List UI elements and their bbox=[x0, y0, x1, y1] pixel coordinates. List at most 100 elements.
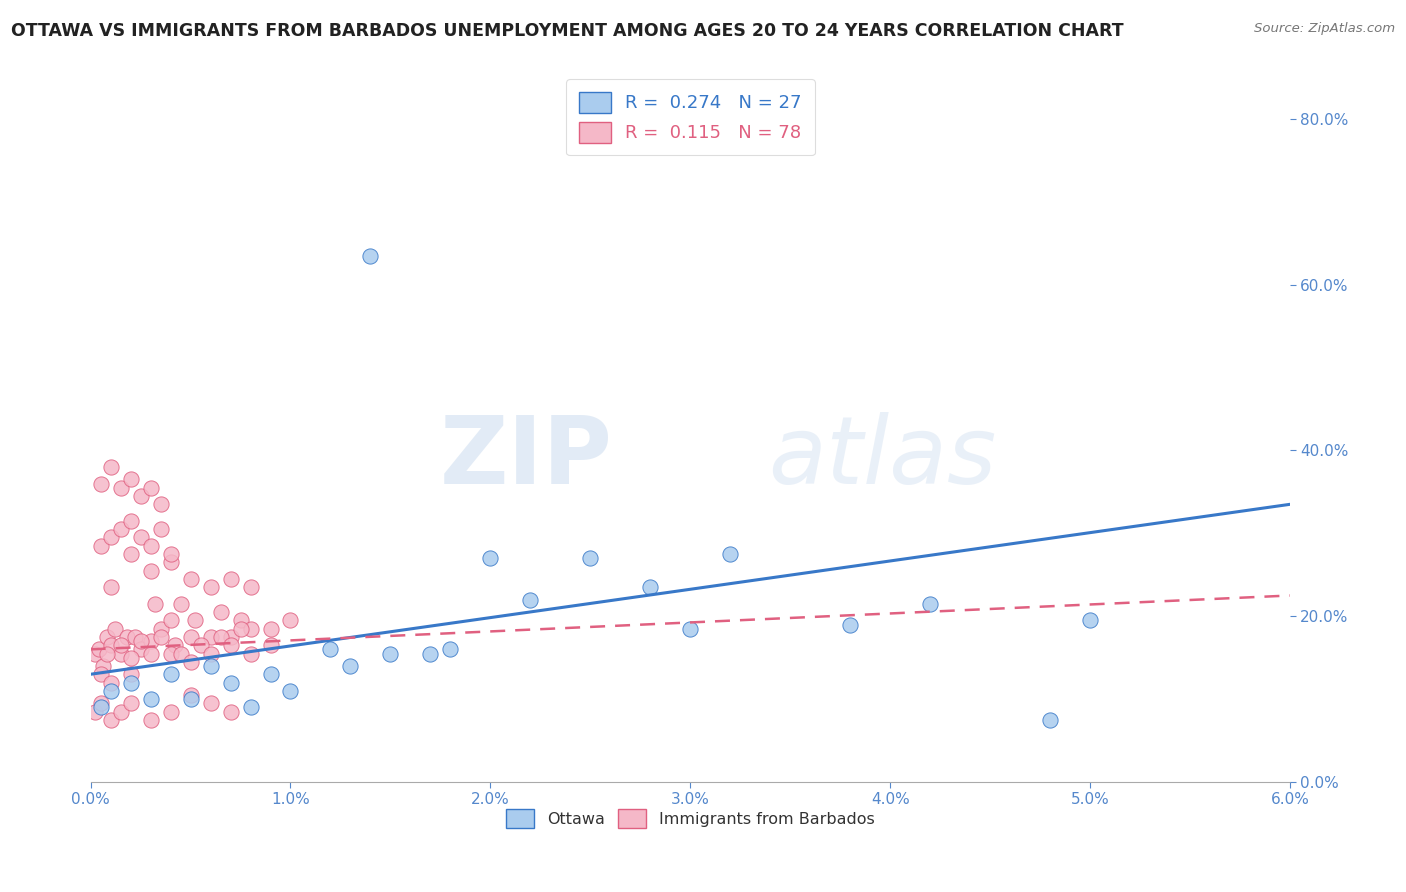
Point bbox=[149, 630, 172, 644]
Point bbox=[90, 700, 112, 714]
Point bbox=[380, 647, 402, 661]
Point bbox=[718, 547, 741, 561]
Point bbox=[159, 547, 181, 561]
Point bbox=[219, 630, 242, 644]
Point bbox=[139, 539, 162, 553]
Point bbox=[229, 613, 252, 627]
Point bbox=[1078, 613, 1101, 627]
Point bbox=[519, 592, 541, 607]
Point bbox=[110, 481, 132, 495]
Point bbox=[104, 622, 127, 636]
Point bbox=[129, 642, 152, 657]
Point bbox=[180, 630, 202, 644]
Text: ZIP: ZIP bbox=[440, 412, 612, 504]
Point bbox=[110, 522, 132, 536]
Point bbox=[219, 675, 242, 690]
Point bbox=[129, 489, 152, 503]
Point bbox=[159, 613, 181, 627]
Point bbox=[149, 522, 172, 536]
Point bbox=[280, 613, 302, 627]
Point bbox=[159, 647, 181, 661]
Point bbox=[180, 692, 202, 706]
Point bbox=[91, 659, 114, 673]
Point bbox=[839, 617, 862, 632]
Point bbox=[143, 597, 166, 611]
Point bbox=[479, 551, 502, 566]
Point bbox=[120, 514, 142, 528]
Point bbox=[920, 597, 942, 611]
Point bbox=[115, 630, 138, 644]
Point bbox=[149, 622, 172, 636]
Point bbox=[83, 705, 105, 719]
Point bbox=[180, 688, 202, 702]
Point bbox=[579, 551, 602, 566]
Point bbox=[219, 638, 242, 652]
Point bbox=[219, 572, 242, 586]
Point bbox=[209, 605, 232, 619]
Point bbox=[169, 647, 191, 661]
Point bbox=[280, 683, 302, 698]
Point bbox=[100, 675, 122, 690]
Point bbox=[110, 647, 132, 661]
Point bbox=[159, 705, 181, 719]
Point bbox=[229, 622, 252, 636]
Point bbox=[259, 622, 281, 636]
Point bbox=[139, 564, 162, 578]
Point bbox=[90, 667, 112, 681]
Point bbox=[100, 460, 122, 475]
Point bbox=[120, 667, 142, 681]
Point bbox=[339, 659, 361, 673]
Point bbox=[90, 539, 112, 553]
Point bbox=[640, 580, 662, 594]
Point bbox=[129, 531, 152, 545]
Point bbox=[169, 597, 191, 611]
Point bbox=[124, 630, 146, 644]
Text: OTTAWA VS IMMIGRANTS FROM BARBADOS UNEMPLOYMENT AMONG AGES 20 TO 24 YEARS CORREL: OTTAWA VS IMMIGRANTS FROM BARBADOS UNEMP… bbox=[11, 22, 1123, 40]
Point bbox=[110, 638, 132, 652]
Point bbox=[100, 683, 122, 698]
Point bbox=[239, 622, 262, 636]
Point bbox=[100, 638, 122, 652]
Text: Source: ZipAtlas.com: Source: ZipAtlas.com bbox=[1254, 22, 1395, 36]
Point bbox=[120, 473, 142, 487]
Point bbox=[120, 696, 142, 710]
Point bbox=[200, 659, 222, 673]
Point bbox=[100, 531, 122, 545]
Point bbox=[139, 481, 162, 495]
Point bbox=[83, 647, 105, 661]
Point bbox=[200, 630, 222, 644]
Point bbox=[100, 713, 122, 727]
Point bbox=[183, 613, 205, 627]
Point bbox=[259, 638, 281, 652]
Legend: Ottawa, Immigrants from Barbados: Ottawa, Immigrants from Barbados bbox=[499, 803, 882, 834]
Point bbox=[110, 705, 132, 719]
Text: atlas: atlas bbox=[768, 412, 997, 503]
Point bbox=[87, 642, 110, 657]
Point bbox=[439, 642, 461, 657]
Point bbox=[259, 667, 281, 681]
Point bbox=[149, 497, 172, 511]
Point bbox=[120, 547, 142, 561]
Point bbox=[96, 647, 118, 661]
Point bbox=[180, 572, 202, 586]
Point bbox=[139, 692, 162, 706]
Point bbox=[90, 476, 112, 491]
Point bbox=[159, 555, 181, 569]
Point bbox=[100, 580, 122, 594]
Point bbox=[96, 630, 118, 644]
Point bbox=[1039, 713, 1062, 727]
Point bbox=[120, 650, 142, 665]
Point bbox=[239, 580, 262, 594]
Point bbox=[139, 634, 162, 648]
Point bbox=[139, 713, 162, 727]
Point bbox=[200, 647, 222, 661]
Point bbox=[190, 638, 212, 652]
Point bbox=[679, 622, 702, 636]
Point bbox=[129, 634, 152, 648]
Point bbox=[90, 696, 112, 710]
Point bbox=[219, 705, 242, 719]
Point bbox=[239, 700, 262, 714]
Point bbox=[359, 249, 381, 263]
Point bbox=[209, 630, 232, 644]
Point bbox=[159, 667, 181, 681]
